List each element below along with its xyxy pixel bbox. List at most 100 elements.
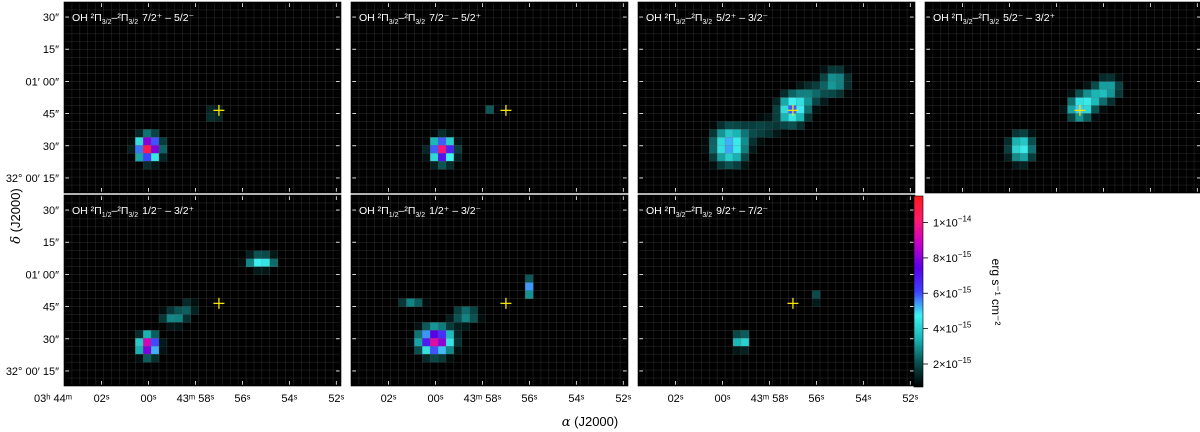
heatmap-cell bbox=[414, 346, 423, 355]
heatmap-cell bbox=[788, 89, 797, 98]
x-axis-label-text: (J2000) bbox=[571, 414, 619, 429]
heatmap-cell bbox=[1012, 129, 1021, 138]
colorbar-tick-label: 2×10−15 bbox=[933, 356, 972, 371]
heatmap-cell bbox=[261, 266, 271, 275]
heatmap-cell bbox=[461, 314, 471, 323]
heatmap-cell bbox=[430, 153, 439, 162]
heatmap-cell bbox=[477, 306, 486, 315]
heatmap-cell bbox=[438, 330, 447, 339]
heatmap-cell bbox=[788, 121, 797, 130]
panel-title-separator: –²Π bbox=[111, 205, 128, 217]
heatmap-cell bbox=[740, 137, 750, 146]
heatmap-cell bbox=[143, 346, 152, 355]
heatmap-cell bbox=[764, 113, 773, 122]
x-tick-label: 54ˢ bbox=[568, 393, 584, 405]
heatmap-cell bbox=[445, 145, 455, 154]
heatmap-cell bbox=[732, 145, 742, 154]
heatmap-cell bbox=[246, 258, 255, 268]
heatmap-cell bbox=[453, 346, 463, 355]
heatmap-cell bbox=[143, 153, 152, 162]
heatmap-cell bbox=[430, 346, 439, 355]
heatmap-cell bbox=[780, 89, 789, 98]
heatmap-cell bbox=[438, 322, 447, 331]
heatmap-cell bbox=[1067, 105, 1076, 114]
panels: OH ²Π3/2–²Π3/2 7/2⁺ – 5/2⁻ OH ²Π3/2–²Π3/2 7… bbox=[63, 1, 1200, 387]
heatmap-cell bbox=[1067, 113, 1076, 122]
panel-map: OH ²Π1/2–²Π3/2 1/2⁻ – 3/2⁺ bbox=[64, 195, 341, 386]
colorbar-tick-exponent: −15 bbox=[958, 356, 972, 365]
heatmap-cell bbox=[748, 145, 758, 154]
heatmap-cell bbox=[740, 346, 750, 355]
panel-title: OH ²Π3/2–²Π3/2 5/2⁺ – 3/2⁻ bbox=[646, 12, 769, 26]
heatmap-cell bbox=[1083, 97, 1092, 106]
heatmap-cell bbox=[709, 129, 718, 138]
y-tick-label: 01′ 00″ bbox=[26, 76, 60, 88]
heatmap-cell bbox=[1091, 89, 1100, 98]
heatmap-cell bbox=[135, 354, 144, 363]
heatmap-cell bbox=[1099, 105, 1108, 114]
heatmap-cell bbox=[430, 322, 439, 331]
heatmap-cell bbox=[422, 330, 431, 339]
heatmap-cell bbox=[445, 330, 455, 339]
heatmap-cell bbox=[717, 129, 726, 138]
heatmap-cell bbox=[1091, 105, 1100, 114]
heatmap-cell bbox=[174, 322, 184, 331]
heatmap-cell bbox=[461, 306, 471, 315]
heatmap-cell bbox=[430, 161, 439, 170]
heatmap-cell bbox=[772, 97, 781, 106]
heatmap-cell bbox=[740, 153, 750, 162]
panel-map: OH ²Π3/2–²Π3/2 5/2⁺ – 3/2⁻ bbox=[638, 2, 915, 193]
panel-frame bbox=[350, 1, 629, 194]
y-tick-label: 15″ bbox=[43, 237, 59, 249]
heatmap-cell bbox=[445, 354, 455, 363]
panel-title-separator: –²Π bbox=[111, 12, 128, 24]
heatmap-cell bbox=[1107, 89, 1116, 98]
panel-grid bbox=[351, 195, 628, 386]
heatmap-cell bbox=[709, 161, 718, 170]
heatmap-cell bbox=[717, 161, 726, 170]
panel-title-species: OH ²Π bbox=[646, 12, 676, 24]
heatmap-cell bbox=[422, 137, 431, 146]
heatmap-cell bbox=[253, 250, 263, 260]
heatmap-cell bbox=[422, 298, 431, 307]
heatmap-cells bbox=[422, 105, 494, 170]
heatmap-cell bbox=[1075, 97, 1084, 106]
x-tick-ra-prefix: 03ʰ 44ᵐ bbox=[34, 393, 72, 405]
heatmap-cell bbox=[812, 73, 821, 82]
panel-map: OH ²Π3/2–²Π3/2 7/2⁺ – 5/2⁻ bbox=[64, 2, 341, 193]
y-tick-label: 45″ bbox=[43, 302, 59, 314]
heatmap-cell bbox=[143, 338, 152, 347]
heatmap-cell bbox=[166, 322, 176, 331]
heatmap-cell bbox=[804, 105, 813, 114]
colorbar-gradient bbox=[913, 195, 924, 388]
panel-p7: OH ²Π3/2–²Π3/2 9/2⁺ – 7/2⁻ bbox=[637, 194, 916, 387]
heatmap-cell bbox=[438, 161, 447, 170]
heatmap-cell bbox=[1107, 97, 1116, 106]
x-tick-label: 56ˢ bbox=[521, 393, 537, 405]
heatmap-cell bbox=[127, 137, 136, 146]
heatmap-cell bbox=[843, 89, 853, 98]
heatmap-cell bbox=[135, 338, 144, 347]
heatmap-cell bbox=[820, 81, 829, 90]
heatmap-cell bbox=[453, 314, 463, 323]
heatmap-cell bbox=[1099, 89, 1108, 98]
heatmap-cell bbox=[182, 314, 192, 323]
heatmap-cell bbox=[804, 97, 813, 106]
heatmap-cell bbox=[1107, 73, 1116, 82]
y-tick-label: 01′ 00″ bbox=[26, 269, 60, 281]
panel-title-omega-lower: 3/2 bbox=[415, 19, 425, 26]
heatmap-cell bbox=[756, 129, 766, 138]
heatmap-cell bbox=[445, 161, 455, 170]
panel-title-transition: 5/2⁻ – 3/2⁺ bbox=[1003, 12, 1055, 24]
heatmap-cell bbox=[1019, 129, 1029, 138]
heatmap-cell bbox=[461, 322, 471, 331]
heatmap-cell bbox=[1114, 73, 1124, 82]
heatmap-cell bbox=[756, 121, 766, 130]
heatmap-cell bbox=[709, 153, 718, 162]
heatmap-cell bbox=[438, 129, 447, 138]
panel-title-omega-lower: 3/2 bbox=[128, 19, 138, 26]
heatmap-cell bbox=[1004, 137, 1013, 146]
heatmap-cell bbox=[143, 129, 152, 138]
panel-title-omega-upper: 3/2 bbox=[676, 19, 686, 26]
heatmap-cell bbox=[1083, 113, 1092, 122]
